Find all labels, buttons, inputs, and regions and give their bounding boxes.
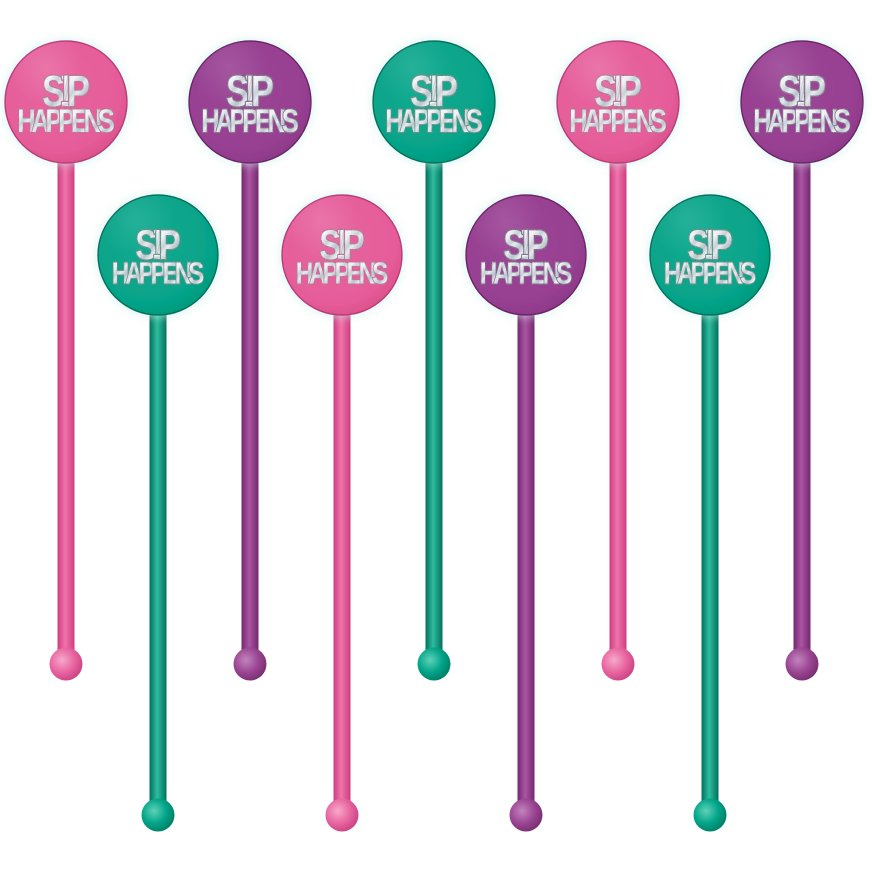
svg-text:S: S [466,104,483,140]
svg-text:S: S [740,256,756,291]
svg-text:S: S [834,104,851,140]
svg-text:S: S [650,104,667,140]
svg-text:S: S [98,104,115,140]
svg-text:S: S [372,256,388,291]
svg-text:S: S [556,256,572,291]
svg-text:S: S [282,104,299,140]
svg-text:S: S [188,256,204,291]
